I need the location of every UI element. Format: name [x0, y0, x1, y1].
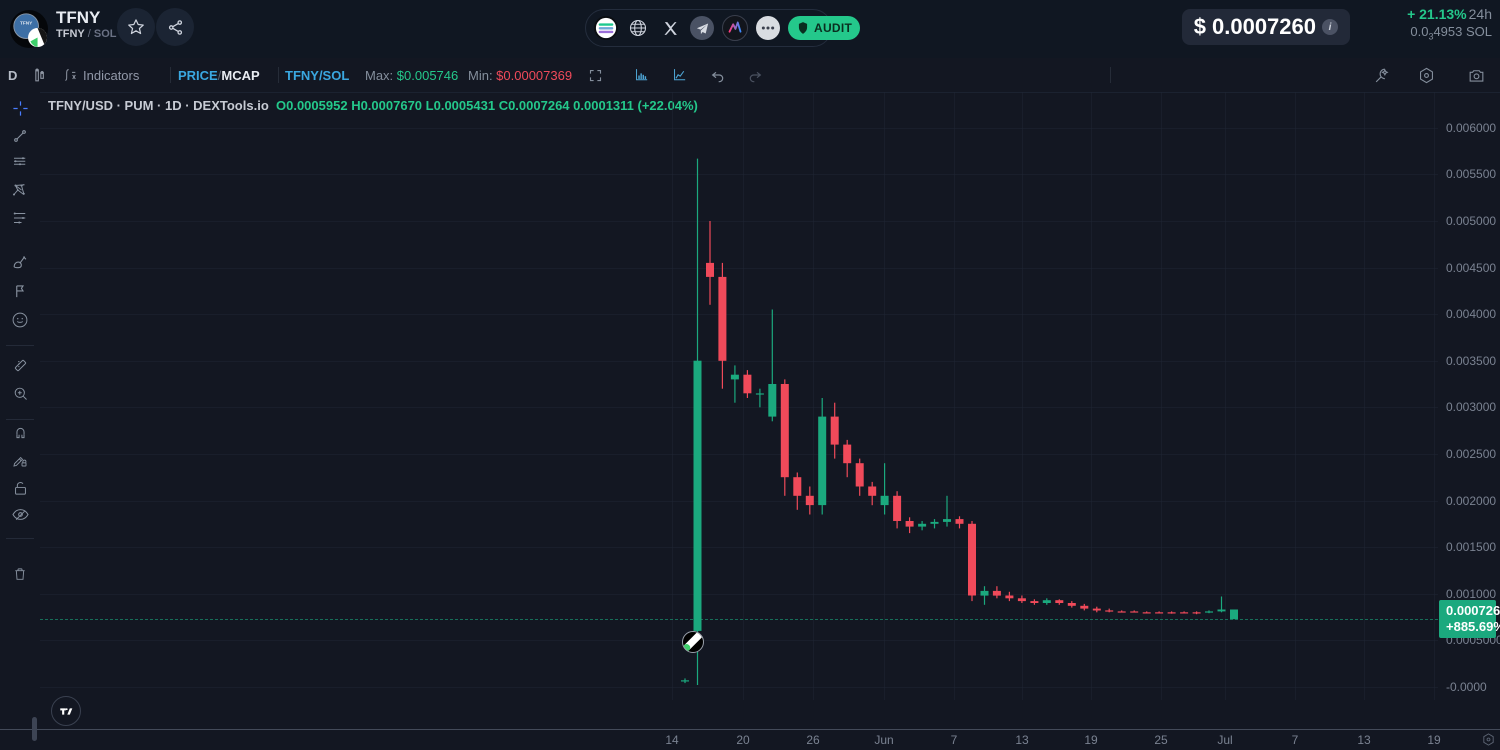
svg-text:TFNY: TFNY	[20, 20, 33, 26]
